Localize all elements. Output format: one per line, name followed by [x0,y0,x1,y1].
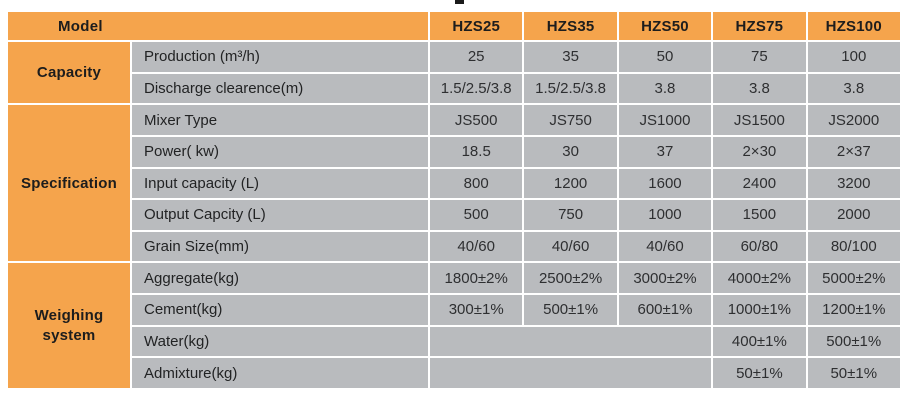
value-cell: 1200 [524,168,617,199]
table-row-cement: Cement(kg) 300±1% 500±1% 600±1% 1000±1% … [8,295,900,325]
table-row-output-capacity: Output Capcity (L) 500 750 1000 1500 200… [8,200,900,230]
value-cell: JS750 [524,105,617,135]
table-row-water: Water(kg) 400±1% 500±1% [8,326,900,357]
merged-blank-cell [430,358,712,388]
value-cell: 1200±1% [807,295,900,325]
value-cell: 3000±2% [618,263,712,293]
value-cell: 1.5/2.5/3.8 [430,73,523,104]
value-cell: 2×30 [713,136,806,167]
row-label-input-capacity: Input capacity (L) [132,168,428,199]
value-cell: 1800±2% [430,263,523,293]
table-row-grain-size: Grain Size(mm) 40/60 40/60 40/60 60/80 8… [8,231,900,262]
row-label-power: Power( kw) [132,136,428,167]
value-cell: 25 [430,42,523,72]
row-label-output-capacity: Output Capcity (L) [132,200,428,230]
value-cell: 750 [524,200,617,230]
value-cell: 40/60 [524,231,617,262]
column-header-hzs25: HZS25 [430,12,523,40]
value-cell: 500±1% [807,326,900,357]
header-row: Model HZS25 HZS35 HZS50 HZS75 HZS100 [8,12,900,40]
column-header-hzs75: HZS75 [713,12,806,40]
value-cell: 37 [618,136,712,167]
group-cell-weighing-system: Weighing system [8,263,130,388]
value-cell: 60/80 [713,231,806,262]
value-cell: 2×37 [807,136,900,167]
value-cell: 80/100 [807,231,900,262]
value-cell: 40/60 [618,231,712,262]
value-cell: 40/60 [430,231,523,262]
value-cell: 50±1% [713,358,806,388]
value-cell: 18.5 [430,136,523,167]
value-cell: 3.8 [807,73,900,104]
value-cell: 5000±2% [807,263,900,293]
value-cell: 30 [524,136,617,167]
specification-table: Model HZS25 HZS35 HZS50 HZS75 HZS100 Cap… [6,10,902,390]
group-cell-capacity: Capacity [8,42,130,104]
value-cell: 4000±2% [713,263,806,293]
merged-blank-cell [430,326,712,357]
group-label: Weighing system [34,307,104,344]
table-row-mixer-type: Specification Mixer Type JS500 JS750 JS1… [8,105,900,262]
value-cell: 50 [618,42,712,72]
value-cell: 500±1% [524,295,617,325]
value-cell: 3200 [807,168,900,199]
table-row-admixture: Admixture(kg) 50±1% 50±1% [8,358,900,388]
cropped-title-artifact [455,0,464,4]
row-label-grain-size: Grain Size(mm) [132,231,428,262]
table-row-power: Power( kw) 18.5 30 37 2×30 2×37 [8,136,900,167]
value-cell: 1.5/2.5/3.8 [524,73,617,104]
value-cell: 300±1% [430,295,523,325]
value-cell: 1500 [713,200,806,230]
value-cell: 2500±2% [524,263,617,293]
column-header-hzs35: HZS35 [524,12,617,40]
row-label-aggregate: Aggregate(kg) [132,263,428,293]
group-cell-specification: Specification [8,105,130,262]
column-header-hzs50: HZS50 [618,12,712,40]
value-cell: 500 [430,200,523,230]
row-label-discharge-clearence: Discharge clearence(m) [132,73,428,104]
row-label-cement: Cement(kg) [132,295,428,325]
value-cell: 100 [807,42,900,72]
value-cell: JS500 [430,105,523,135]
row-label-admixture: Admixture(kg) [132,358,428,388]
table-row-production: Capacity Production (m³/h) 25 35 50 75 1… [8,42,900,104]
value-cell: 75 [713,42,806,72]
row-label-production: Production (m³/h) [132,42,428,72]
value-cell: 2000 [807,200,900,230]
row-label-water: Water(kg) [132,326,428,357]
value-cell: 1000±1% [713,295,806,325]
value-cell: JS1000 [618,105,712,135]
model-header-cell: Model [8,12,428,40]
value-cell: JS1500 [713,105,806,135]
table-row-discharge-clearence: Discharge clearence(m) 1.5/2.5/3.8 1.5/2… [8,73,900,104]
value-cell: 1000 [618,200,712,230]
table-row-input-capacity: Input capacity (L) 800 1200 1600 2400 32… [8,168,900,199]
value-cell: 400±1% [713,326,806,357]
value-cell: 3.8 [713,73,806,104]
value-cell: 600±1% [618,295,712,325]
table-row-aggregate: Weighing system Aggregate(kg) 1800±2% 25… [8,263,900,388]
value-cell: 3.8 [618,73,712,104]
value-cell: JS2000 [807,105,900,135]
column-header-hzs100: HZS100 [807,12,900,40]
value-cell: 800 [430,168,523,199]
value-cell: 50±1% [807,358,900,388]
row-label-mixer-type: Mixer Type [132,105,428,135]
value-cell: 2400 [713,168,806,199]
value-cell: 35 [524,42,617,72]
value-cell: 1600 [618,168,712,199]
